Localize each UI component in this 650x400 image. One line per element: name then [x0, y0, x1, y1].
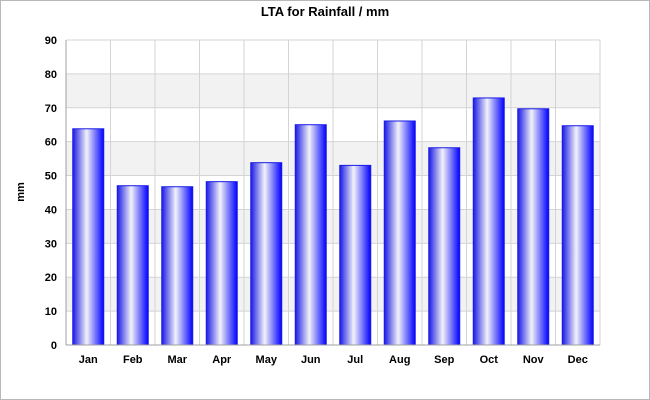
- y-tick-label: 40: [45, 204, 57, 216]
- bar-oct: [472, 97, 505, 346]
- y-axis-label: mm: [15, 182, 27, 202]
- x-tick-label: Mar: [167, 354, 187, 366]
- x-tick-label: Sep: [434, 354, 454, 366]
- y-tick-label: 60: [45, 137, 57, 149]
- bar-may: [250, 162, 283, 346]
- bar-nov: [517, 108, 550, 346]
- x-tick-label: Aug: [389, 354, 410, 366]
- x-tick-label: Apr: [212, 354, 232, 366]
- x-tick-label: Jan: [79, 354, 98, 366]
- bar-apr: [205, 181, 238, 346]
- y-tick-label: 70: [45, 103, 57, 115]
- bar-aug: [383, 120, 416, 346]
- y-tick-label: 50: [45, 171, 57, 183]
- bar-jan: [72, 128, 105, 346]
- x-tick-label: Dec: [568, 354, 588, 366]
- x-tick-label: Nov: [523, 354, 545, 366]
- y-tick-label: 10: [45, 306, 57, 318]
- bar-dec: [561, 125, 594, 346]
- y-tick-label: 90: [45, 35, 57, 47]
- x-tick-label: May: [256, 354, 278, 366]
- bar-sep: [428, 147, 461, 346]
- x-tick-label: Jun: [301, 354, 321, 366]
- x-tick-label: Jul: [347, 354, 363, 366]
- y-tick-label: 20: [45, 272, 57, 284]
- x-tick-label: Feb: [123, 354, 143, 366]
- bar-jul: [339, 164, 372, 346]
- chart-title: LTA for Rainfall / mm: [261, 4, 389, 19]
- y-tick-label: 0: [51, 340, 57, 352]
- bar-feb: [116, 185, 149, 346]
- bar-mar: [161, 186, 194, 346]
- bar-jun: [294, 124, 327, 346]
- y-tick-label: 80: [45, 69, 57, 81]
- y-tick-label: 30: [45, 238, 57, 250]
- x-tick-label: Oct: [480, 354, 499, 366]
